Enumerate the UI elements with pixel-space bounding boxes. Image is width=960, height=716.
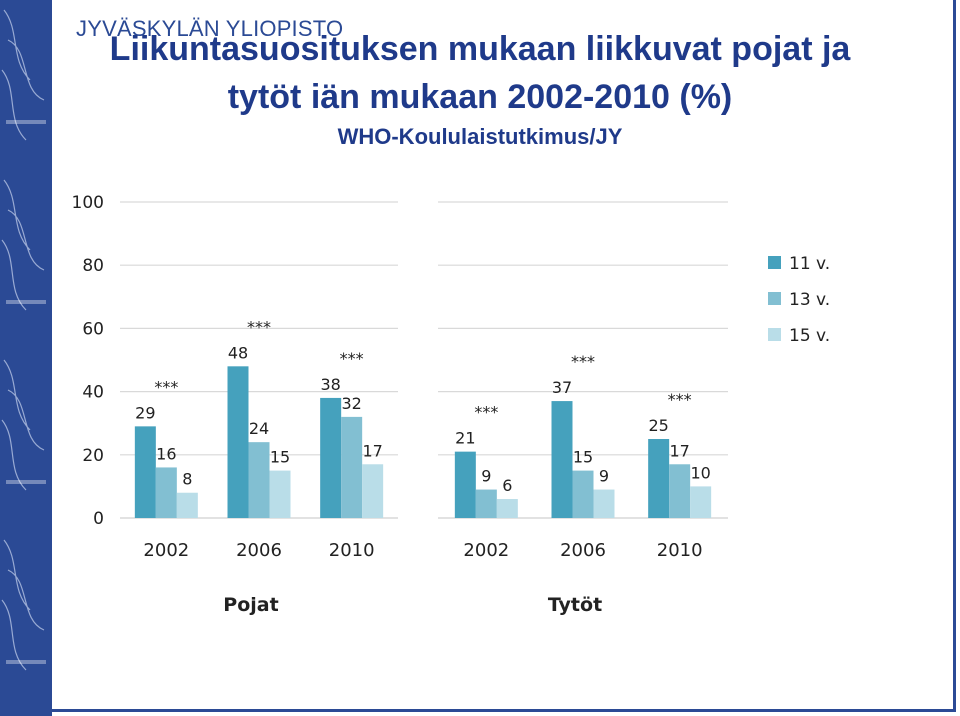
data-label: 24 bbox=[249, 419, 269, 438]
bar-tytöt-2006-s3 bbox=[593, 489, 615, 518]
bar-pojat-2002-s3 bbox=[176, 492, 198, 518]
significance-marker: *** bbox=[340, 349, 364, 368]
legend-label-1: 11 v. bbox=[789, 254, 830, 274]
data-label: 21 bbox=[455, 429, 475, 448]
y-tick-label: 60 bbox=[82, 319, 104, 339]
y-tick-label: 20 bbox=[82, 446, 104, 466]
significance-marker: *** bbox=[474, 403, 498, 422]
data-label: 17 bbox=[669, 441, 689, 460]
bar-pojat-2002-s2 bbox=[155, 467, 177, 518]
data-label: 15 bbox=[270, 448, 290, 467]
bar-tytöt-2002-s1 bbox=[454, 451, 476, 518]
data-label: 6 bbox=[502, 476, 512, 495]
group-label-1: Tytöt bbox=[548, 594, 602, 616]
data-label: 9 bbox=[599, 467, 609, 486]
bar-tytöt-2006-s2 bbox=[572, 470, 594, 518]
logo-pattern bbox=[1, 9, 46, 671]
legend-swatch-3 bbox=[768, 328, 781, 341]
legend-label-2: 13 v. bbox=[789, 290, 830, 310]
significance-marker: *** bbox=[154, 377, 178, 396]
data-label: 38 bbox=[320, 375, 340, 394]
significance-marker: *** bbox=[668, 390, 692, 409]
slide-frame bbox=[52, 0, 956, 712]
x-category-label: 2002 bbox=[463, 540, 509, 561]
bar-pojat-2006-s1 bbox=[227, 366, 249, 518]
legend-swatch-1 bbox=[768, 256, 781, 269]
bar-pojat-2010-s2 bbox=[341, 416, 363, 518]
data-label: 10 bbox=[690, 463, 710, 482]
bar-tytöt-2002-s2 bbox=[475, 489, 497, 518]
bar-tytöt-2010-s2 bbox=[669, 464, 691, 518]
bar-pojat-2010-s1 bbox=[320, 397, 342, 518]
legend-swatch-2 bbox=[768, 292, 781, 305]
x-category-label: 2006 bbox=[560, 540, 606, 561]
bar-tytöt-2002-s3 bbox=[496, 499, 518, 518]
y-tick-label: 0 bbox=[93, 509, 104, 529]
page-title-line-1: Liikuntasuosituksen mukaan liikkuvat poj… bbox=[0, 30, 960, 69]
bar-pojat-2006-s3 bbox=[269, 470, 291, 518]
data-label: 37 bbox=[552, 378, 572, 397]
data-label: 15 bbox=[573, 448, 593, 467]
page-subtitle: WHO-Koululaistutkimus/JY bbox=[337, 124, 623, 149]
university-name: JYVÄSKYLÄN YLIOPISTO bbox=[76, 16, 344, 41]
x-category-label: 2002 bbox=[143, 540, 189, 561]
bar-pojat-2002-s1 bbox=[134, 426, 156, 518]
data-label: 8 bbox=[182, 470, 192, 489]
data-label: 32 bbox=[341, 394, 361, 413]
data-label: 9 bbox=[481, 467, 491, 486]
x-category-label: 2010 bbox=[657, 540, 703, 561]
data-label: 17 bbox=[362, 441, 382, 460]
x-category-label: 2010 bbox=[329, 540, 375, 561]
bar-tytöt-2010-s3 bbox=[690, 486, 712, 518]
data-label: 29 bbox=[135, 403, 155, 422]
side-band bbox=[0, 0, 52, 716]
title-text-1: Liikuntasuosituksen mukaan liikkuvat poj… bbox=[109, 30, 851, 68]
y-tick-label: 40 bbox=[82, 383, 104, 403]
data-label: 16 bbox=[156, 444, 176, 463]
bar-pojat-2006-s2 bbox=[248, 442, 270, 518]
significance-marker: *** bbox=[571, 352, 595, 371]
bar-tytöt-2006-s1 bbox=[551, 401, 573, 518]
page-title-line-2: tytöt iän mukaan 2002-2010 (%) bbox=[227, 78, 733, 116]
significance-marker: *** bbox=[247, 317, 271, 336]
group-label-0: Pojat bbox=[223, 594, 278, 616]
legend-label-3: 15 v. bbox=[789, 326, 830, 346]
bar-tytöt-2010-s1 bbox=[648, 439, 670, 518]
y-tick-label: 80 bbox=[82, 256, 104, 276]
data-label: 25 bbox=[648, 416, 668, 435]
x-category-label: 2006 bbox=[236, 540, 282, 561]
data-label: 48 bbox=[228, 343, 248, 362]
bar-pojat-2010-s3 bbox=[362, 464, 384, 518]
y-tick-label: 100 bbox=[72, 193, 104, 213]
